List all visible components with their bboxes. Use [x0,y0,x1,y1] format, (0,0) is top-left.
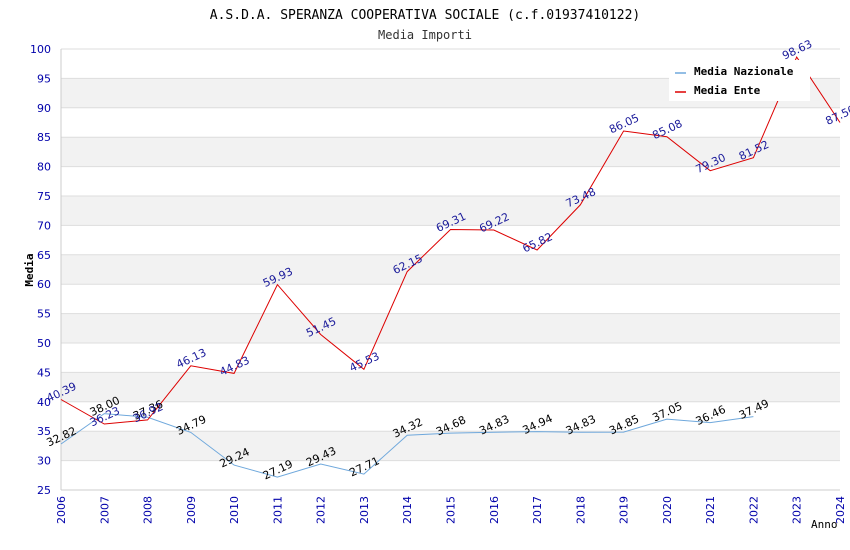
x-tick-label: 2010 [228,496,241,524]
y-tick-label: 50 [37,337,51,350]
y-tick-label: 90 [37,102,51,115]
x-tick-label: 2024 [834,496,847,524]
legend-label-media-nazionale: Media Nazionale [694,65,794,78]
grid-band [61,196,840,226]
legend: Media Nazionale Media Ente [669,60,810,101]
x-tick-label: 2012 [315,496,328,524]
x-tick-label: 2006 [55,496,68,524]
y-tick-label: 80 [37,161,51,174]
series-line-media-nazionale [60,413,754,478]
x-tick-label: 2021 [704,496,717,524]
y-tick-label: 40 [37,396,51,409]
y-tick-label: 70 [37,219,51,232]
chart-subtitle: Media Importi [378,28,472,42]
x-tick-label: 2009 [185,496,198,524]
x-tick-label: 2023 [791,496,804,524]
y-tick-label: 100 [30,43,51,56]
x-tick-label: 2020 [661,496,674,524]
grid-band [61,313,840,343]
x-tick-label: 2019 [618,496,631,524]
x-tick-label: 2014 [401,496,414,524]
series-group [60,56,841,478]
y-tick-label: 85 [37,131,51,144]
legend-label-media-ente: Media Ente [694,84,761,97]
x-tick-label: 2018 [574,496,587,524]
x-tick-label: 2008 [142,496,155,524]
x-tick-label: 2013 [358,496,371,524]
x-tick-label: 2011 [271,496,284,524]
x-tick-label: 2007 [98,496,111,524]
y-tick-label: 25 [37,484,51,497]
data-label: 65.82 [521,230,555,255]
data-label: 45.53 [347,350,381,375]
y-tick-label: 65 [37,249,51,262]
y-tick-label: 75 [37,190,51,203]
grid-band [61,254,840,285]
x-axis-label: Anno [811,518,838,531]
data-label: 27.19 [261,457,295,482]
grid-band [61,372,840,402]
y-tick-label: 55 [37,308,51,321]
data-label: 46.13 [174,346,208,371]
y-axis-label: Media [23,253,36,286]
y-tick-label: 35 [37,425,51,438]
x-tick-label: 2016 [488,496,501,524]
x-tick-label: 2017 [531,496,544,524]
grid-band [61,137,840,167]
plot-area [61,48,840,491]
axes: 25 30 35 40 45 50 55 60 65 70 75 80 85 90 95 100 2006 200… [30,43,847,524]
x-tick-label: 2015 [445,496,458,524]
chart-title: A.S.D.A. SPERANZA COOPERATIVA SOCIALE (c… [210,8,640,23]
x-tick-label: 2022 [747,496,760,524]
y-tick-label: 95 [37,72,51,85]
legend-box [669,60,810,101]
y-tick-label: 30 [37,455,51,468]
y-tick-label: 45 [37,366,51,379]
grid-band [61,431,840,461]
data-label: 36.46 [694,403,728,428]
series-line-media-ente [60,56,841,425]
data-label: 37.05 [650,399,684,424]
y-tick-label: 60 [37,278,51,291]
